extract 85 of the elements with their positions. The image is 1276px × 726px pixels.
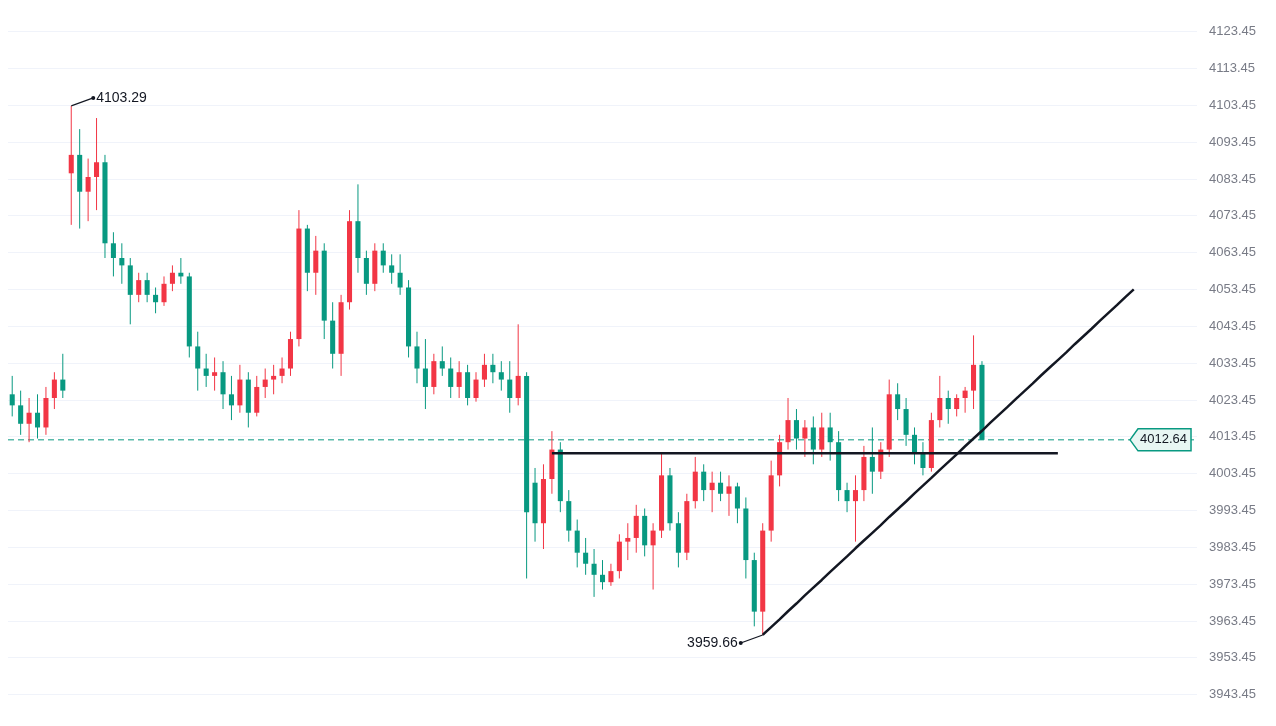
candlestick	[819, 412, 825, 458]
y-tick-label: 4043.45	[1209, 317, 1257, 333]
candlestick	[397, 253, 403, 296]
candlestick	[68, 105, 74, 226]
candlestick	[144, 272, 150, 303]
y-tick-label: 3973.45	[1209, 575, 1257, 591]
y-tick-label: 4093.45	[1209, 133, 1257, 149]
y-tick-label: 3993.45	[1209, 502, 1257, 518]
candlestick	[228, 375, 234, 421]
candlestick	[448, 356, 454, 399]
candlestick	[169, 264, 175, 292]
candlestick	[85, 158, 91, 222]
y-tick-label: 3963.45	[1209, 612, 1257, 628]
candlestick	[718, 471, 724, 502]
candlestick	[802, 419, 808, 458]
candlestick	[650, 522, 656, 591]
ref-line-label: 4012.64	[1140, 431, 1188, 447]
candlestick	[51, 371, 57, 410]
candlestick	[473, 371, 479, 403]
candlestick	[279, 356, 285, 384]
y-tick-label: 3953.45	[1209, 649, 1257, 665]
candlestick	[313, 235, 319, 296]
candlestick	[439, 345, 445, 377]
y-tick-label: 4123.45	[1209, 23, 1257, 39]
candlestick	[380, 242, 386, 274]
y-tick-label: 4113.45	[1209, 60, 1256, 76]
candlestick	[490, 353, 496, 384]
y-tick-label: 4023.45	[1209, 391, 1257, 407]
y-tick-label: 4073.45	[1209, 207, 1257, 223]
candlestick	[726, 474, 732, 517]
candlestick	[785, 397, 791, 451]
candlestick	[153, 286, 159, 314]
candlestick	[34, 393, 41, 440]
candlestick	[212, 356, 218, 392]
y-tick-label: 4033.45	[1209, 354, 1257, 370]
candlestick	[583, 537, 589, 576]
annotation: 4103.29	[96, 88, 148, 105]
y-tick-label: 3943.45	[1209, 686, 1257, 702]
candlestick	[895, 382, 901, 421]
candlestick	[161, 275, 167, 307]
candlestick	[515, 323, 521, 406]
y-tick-label: 3983.45	[1209, 538, 1257, 554]
candlestick	[9, 375, 15, 417]
candlestick	[26, 397, 32, 443]
candlestick	[844, 482, 850, 513]
y-tick-label: 4063.45	[1209, 244, 1257, 260]
candlestick	[389, 253, 395, 285]
candlestick	[271, 364, 277, 395]
y-tick-label: 4013.45	[1209, 428, 1257, 444]
candlestick	[852, 474, 859, 543]
candlestick	[481, 353, 487, 388]
candlestick	[262, 368, 268, 399]
candlestick	[414, 331, 420, 384]
candlestick	[734, 482, 740, 524]
candlestick	[701, 463, 707, 502]
y-tick-label: 4003.45	[1209, 465, 1257, 481]
candlestick	[937, 375, 943, 428]
candlestick	[94, 117, 100, 211]
y-tick-label: 4083.45	[1209, 170, 1257, 186]
y-tick-label: 4103.45	[1209, 96, 1257, 112]
annotation: 3959.66	[687, 633, 738, 650]
candlestick	[507, 360, 513, 414]
candlestick	[920, 441, 926, 476]
candlestick	[110, 231, 116, 277]
candlestick	[119, 242, 125, 285]
candlestick	[962, 386, 968, 414]
candlestick	[498, 360, 504, 392]
candlestick	[625, 522, 631, 561]
candlestick	[456, 360, 462, 399]
y-tick-label: 4053.45	[1209, 281, 1257, 297]
candlestick	[18, 390, 24, 436]
candlestick	[599, 559, 606, 591]
candlestick	[203, 353, 209, 388]
candlestick	[591, 548, 597, 598]
candlestick	[60, 353, 66, 399]
candlestick	[709, 471, 715, 513]
candlestick	[422, 338, 428, 410]
candlestick	[574, 519, 580, 568]
candlestick	[195, 331, 201, 392]
candlestick	[633, 504, 639, 554]
candlestick	[954, 393, 960, 417]
candlestick	[608, 563, 614, 587]
candlestick	[220, 360, 226, 410]
candlestick	[945, 390, 951, 425]
candlestick	[136, 272, 142, 303]
